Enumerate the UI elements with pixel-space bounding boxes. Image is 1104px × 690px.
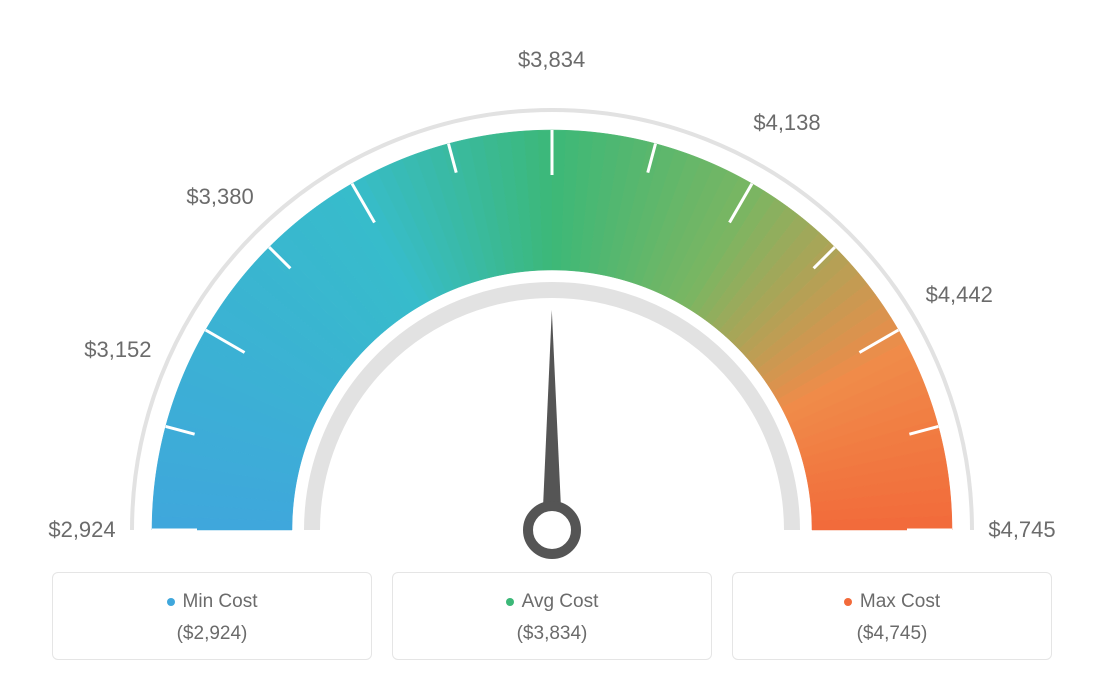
gauge-tick-label: $4,442 [926, 282, 993, 308]
gauge-tick-label: $3,834 [518, 47, 585, 73]
legend-dot-min [167, 598, 175, 606]
gauge-tick-label: $2,924 [48, 517, 115, 543]
legend-label-avg: Avg Cost [522, 591, 599, 613]
gauge-tick-label: $3,380 [186, 184, 253, 210]
legend-dot-max [844, 598, 852, 606]
legend-card-min: Min Cost ($2,924) [52, 572, 372, 660]
gauge-tick-label: $4,745 [988, 517, 1055, 543]
legend-label-max: Max Cost [860, 591, 940, 613]
gauge-tick-label: $3,152 [84, 337, 151, 363]
legend-dot-avg [506, 598, 514, 606]
gauge-tick-label: $4,138 [753, 110, 820, 136]
legend-card-avg: Avg Cost ($3,834) [392, 572, 712, 660]
legend-value-avg: ($3,834) [409, 623, 695, 645]
legend-label-min: Min Cost [183, 591, 258, 613]
gauge-chart [52, 30, 1052, 570]
legend-card-max: Max Cost ($4,745) [732, 572, 1052, 660]
gauge-container: $2,924$3,152$3,380$3,834$4,138$4,442$4,7… [52, 30, 1052, 570]
legend-value-min: ($2,924) [69, 623, 355, 645]
legend-row: Min Cost ($2,924) Avg Cost ($3,834) Max … [52, 572, 1052, 660]
legend-value-max: ($4,745) [749, 623, 1035, 645]
